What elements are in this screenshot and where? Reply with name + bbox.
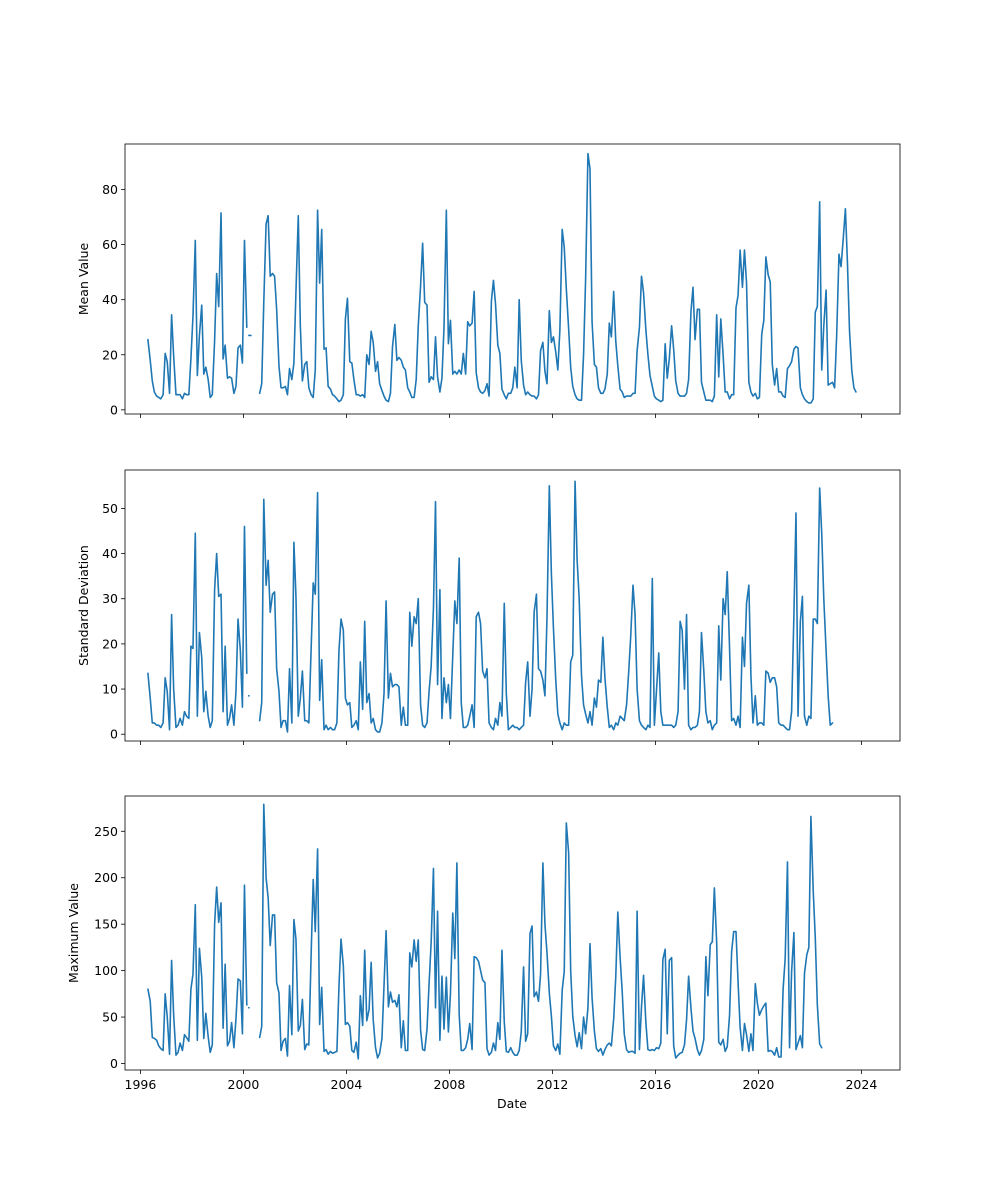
standard-deviation-line-segment-0 (147, 525, 248, 731)
standard-deviation-y-tick-label: 20 (102, 636, 118, 651)
maximum-value-x-axis: 1996 2000 2004 2008 2012 2016 2020 2024 (125, 1070, 877, 1092)
mean-value-series (147, 152, 857, 404)
standard-deviation-y-axis: 0 10 20 30 40 50 (102, 501, 125, 742)
x-tick-label: 2016 (639, 1077, 671, 1092)
standard-deviation-y-tick-label: 10 (102, 682, 118, 697)
mean-value-y-tick-label: 20 (102, 347, 118, 362)
maximum-value-y-tick-label: 150 (94, 917, 118, 932)
mean-value-axes-frame (124, 143, 901, 415)
maximum-value-axes-frame (124, 795, 901, 1071)
standard-deviation-series (147, 480, 834, 733)
maximum-value-y-tick-label: 250 (94, 824, 118, 839)
maximum-value-y-axis: 0 50 100 150 200 250 (94, 824, 125, 1071)
y-axis-label-maximum-value: Maximum Value (66, 883, 81, 983)
mean-value-y-tick-label: 0 (110, 402, 118, 417)
mean-value-line-segment-2 (258, 152, 857, 404)
standard-deviation-x-axis (140, 741, 862, 745)
standard-deviation-point-1 (247, 694, 250, 697)
mean-value-y-axis: 0 20 40 60 80 (102, 182, 125, 417)
standard-deviation-axes-frame (124, 469, 901, 742)
x-tick-label: 2024 (845, 1077, 877, 1092)
x-tick-label: 2004 (331, 1077, 363, 1092)
x-axis-label: Date (497, 1096, 527, 1111)
standard-deviation-y-tick-label: 30 (102, 591, 118, 606)
x-tick-label: 1996 (125, 1077, 157, 1092)
maximum-value-line-segment-0 (147, 884, 248, 1056)
mean-value-line-segment-0 (147, 212, 248, 400)
x-tick-label: 2020 (742, 1077, 774, 1092)
panel-mean-value: 0 20 40 60 80 Mean Value (76, 143, 901, 418)
maximum-value-line-segment-2 (258, 803, 823, 1060)
maximum-value-series (147, 803, 823, 1060)
x-tick-label: 2000 (228, 1077, 260, 1092)
mean-value-y-tick-label: 40 (102, 292, 118, 307)
panel-standard-deviation: 0 10 20 30 40 50 Standard Deviation (76, 469, 901, 745)
standard-deviation-y-tick-label: 0 (110, 727, 118, 742)
standard-deviation-line-segment-2 (258, 480, 834, 733)
x-tick-label: 2008 (434, 1077, 466, 1092)
y-axis-label-mean-value: Mean Value (76, 243, 91, 316)
mean-value-y-tick-label: 60 (102, 237, 118, 252)
maximum-value-y-tick-label: 50 (102, 1010, 118, 1025)
x-tick-label: 2012 (537, 1077, 569, 1092)
maximum-value-y-tick-label: 0 (110, 1056, 118, 1071)
maximum-value-y-tick-label: 100 (94, 963, 118, 978)
standard-deviation-y-tick-label: 50 (102, 501, 118, 516)
maximum-value-y-tick-label: 200 (94, 870, 118, 885)
panel-maximum-value: 0 50 100 150 200 250 1996 2000 2004 2008 2012 2016… (66, 795, 901, 1092)
mean-value-y-tick-label: 80 (102, 182, 118, 197)
maximum-value-point-1 (247, 1006, 250, 1009)
standard-deviation-y-tick-label: 40 (102, 546, 118, 561)
mean-value-x-axis (140, 414, 862, 418)
y-axis-label-standard-deviation: Standard Deviation (76, 545, 91, 666)
